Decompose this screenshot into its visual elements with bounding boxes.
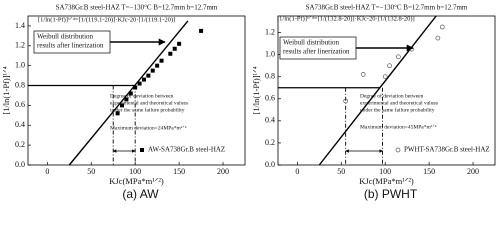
legend-marker (395, 147, 401, 153)
deviation-text: Degree of deviation between (360, 92, 424, 99)
x-tick-label: 200 (467, 167, 479, 176)
x-tick-label: 0 (295, 167, 299, 176)
data-point (141, 77, 146, 82)
note-text: Weibull distribution (37, 33, 94, 41)
y-tick-label: 0.8 (15, 80, 25, 89)
x-tick-label: 200 (217, 167, 229, 176)
note-text: results after linerization (283, 48, 350, 56)
data-point (128, 91, 133, 96)
y-tick-label: 0.2 (15, 140, 25, 149)
y-tick-label: 0.2 (265, 138, 275, 147)
deviation-text: under the same failure probability (110, 106, 185, 113)
figure: SA738Gr.B steel-HAZ T=−130°C B=12.7mm b=… (1, 4, 496, 201)
legend-label: PWHT-SA738Gr.B steel-HAZ (404, 146, 490, 154)
deviation-text: experimental and theoretical values (110, 100, 188, 106)
deviation-text: Degree of deviation between (110, 92, 174, 99)
chart-title: SA738Gr.B steel-HAZ T=−130°C B=12.7mm b=… (306, 4, 468, 12)
data-point (150, 68, 155, 73)
plot-frame (277, 15, 496, 166)
y-tick-label: 0.4 (265, 116, 275, 125)
data-point (120, 103, 125, 108)
data-point (168, 51, 173, 56)
panel: SA738Gr.B steel-HAZ T=−130°C B=12.7mm b=… (1, 4, 246, 201)
deviation-text: experimental and theoretical values (360, 100, 438, 106)
y-tick-label: 1.0 (265, 49, 275, 58)
note-text: results after linerization (37, 42, 104, 50)
y-tick-label: 0.0 (15, 160, 25, 169)
y-tick-label: 1.2 (15, 41, 25, 50)
y-tick-label: 0.6 (15, 100, 25, 109)
data-point (137, 81, 142, 86)
y-axis-label: [1/ln(1-Pf)]¹ᐟ⁴ (251, 66, 261, 114)
data-point (124, 97, 129, 102)
x-tick-label: 0 (45, 167, 49, 176)
data-point (115, 111, 120, 116)
data-point (439, 24, 445, 30)
data-point (396, 54, 401, 60)
data-point (177, 41, 182, 46)
x-tick-label: 50 (337, 167, 345, 176)
legend-label: AW-SA738Gr.B steel-HAZ (148, 146, 225, 154)
panel: SA738Gr.B steel-HAZ T=−130°C B=12.7mm b=… (251, 4, 496, 201)
equation: [1/ln(1-Pf)]¹ᐟ⁴=[1/(132.8-20)]·KJc-20·[1… (277, 15, 415, 22)
y-tick-label: 1.2 (265, 27, 275, 36)
y-tick-label: 1.4 (15, 21, 25, 30)
data-point (146, 73, 151, 78)
data-point (382, 74, 388, 80)
data-point (199, 28, 204, 33)
x-tick-label: 150 (423, 167, 435, 176)
x-tick-label: 100 (379, 167, 391, 176)
data-point (133, 85, 138, 90)
equation: [1/ln(1-Pf)]¹ᐟ⁴=[1/(119.1-20)]·KJc-20·[1… (38, 16, 175, 23)
y-tick-label: 0.0 (265, 160, 275, 169)
note-text: Weibull distribution (283, 39, 340, 47)
data-point (155, 63, 160, 68)
y-tick-label: 1.0 (15, 60, 25, 69)
data-point (435, 35, 441, 41)
x-tick-label: 100 (129, 167, 141, 176)
data-point (172, 46, 177, 51)
x-tick-label: 150 (173, 167, 185, 176)
x-axis-label: KJc(MPa*m¹ᐟ²) (359, 176, 414, 186)
x-tick-label: 50 (87, 167, 95, 176)
data-point (159, 58, 164, 63)
y-tick-label: 0.8 (265, 72, 275, 81)
plot-frame (27, 15, 246, 166)
fit-line (318, 15, 437, 166)
x-axis-label: KJc(MPa*m¹ᐟ²) (109, 176, 164, 186)
data-point (387, 63, 392, 69)
data-point (360, 72, 366, 77)
y-tick-label: 0.6 (265, 94, 275, 103)
caption: (a) AW (122, 187, 159, 201)
legend-marker (140, 148, 144, 152)
max-deviation: Maximum deviation=45MPa*m¹ᐟ² (360, 123, 437, 130)
chart-title: SA738Gr.B steel-HAZ T=−130°C B=12.7mm b=… (56, 4, 218, 12)
y-axis-label: [1/ln(1-Pf)]¹ᐟ⁴ (1, 66, 11, 114)
y-tick-label: 0.4 (15, 120, 25, 129)
data-point (343, 98, 348, 104)
fit-line (68, 20, 189, 166)
deviation-text: under the same failure probability (360, 106, 435, 113)
max-deviation: Maximum deviation=24MPa*m¹ᐟ² (110, 124, 187, 131)
caption: (b) PWHT (364, 187, 418, 201)
